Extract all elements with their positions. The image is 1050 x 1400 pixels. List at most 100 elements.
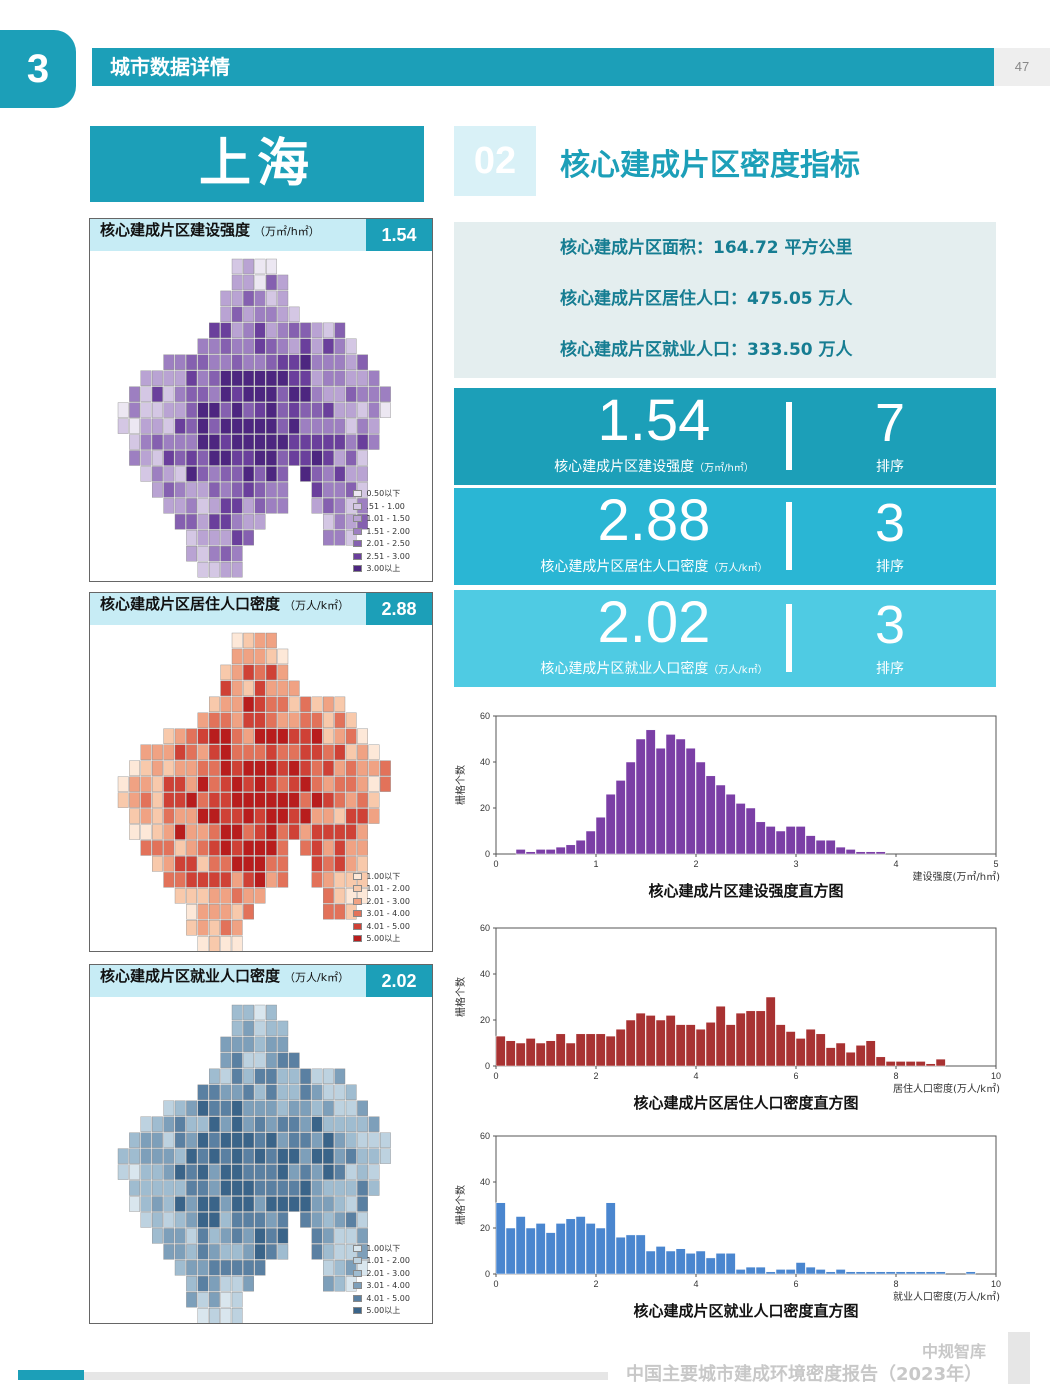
grid-cell [243, 1212, 254, 1228]
grid-cell [334, 1212, 346, 1228]
grid-cell [322, 514, 334, 530]
grid-cell [231, 466, 243, 482]
grid-cell [197, 338, 209, 354]
grid-cell [334, 1148, 346, 1164]
grid-cell [174, 792, 186, 808]
histogram-bar [845, 849, 856, 855]
grid-cell [186, 760, 198, 776]
histogram-bar [645, 1015, 656, 1067]
grid-cell [322, 370, 334, 386]
grid-cell [220, 514, 232, 530]
grid-cell [254, 482, 266, 498]
grid-cell [334, 840, 346, 856]
grid-cell [265, 418, 277, 434]
grid-cell [254, 1052, 266, 1069]
grid-cell [300, 418, 311, 434]
grid-cell [311, 338, 323, 354]
grid-cell [322, 418, 334, 434]
grid-cell [277, 1116, 289, 1132]
grid-cell [174, 1100, 186, 1116]
grid-cell [163, 1100, 175, 1116]
legend-item: 2.51 - 3.00 [353, 550, 410, 563]
grid-cell [220, 1132, 232, 1148]
metric-divider [786, 402, 792, 470]
histogram-bar [775, 1024, 786, 1067]
grid-cell [186, 1212, 198, 1228]
grid-cell [254, 664, 266, 681]
grid-cell [140, 402, 152, 418]
grid-cell [265, 1212, 277, 1228]
grid-cell [186, 840, 198, 856]
histogram-bar [585, 1223, 596, 1275]
histogram-bar [915, 1271, 926, 1275]
legend-swatch [353, 910, 363, 918]
grid-cell [152, 1228, 163, 1244]
grid-cell [186, 1228, 198, 1244]
grid-cell [197, 498, 209, 514]
grid-cell [220, 1036, 232, 1053]
legend-item: 3.01 - 4.00 [353, 1280, 410, 1293]
grid-cell [208, 1308, 220, 1323]
histogram-bar [805, 835, 816, 855]
grid-cell [208, 354, 220, 370]
legend-label: 0.50以下 [366, 489, 401, 499]
section-number-badge: 3 [0, 30, 76, 108]
grid-cell [140, 434, 152, 450]
histogram-bar [705, 775, 716, 855]
grid-cell [129, 808, 141, 824]
grid-cell [288, 776, 300, 792]
grid-cell [288, 1164, 300, 1180]
grid-cell [220, 776, 232, 792]
grid-cell [197, 354, 209, 370]
grid-cell [345, 434, 357, 450]
grid-cell [220, 434, 232, 450]
grid-cell [345, 856, 357, 872]
grid-cell [220, 760, 232, 776]
histogram-bar [815, 839, 826, 855]
grid-cell [231, 808, 243, 824]
grid-cell [186, 466, 198, 482]
grid-cell [368, 808, 380, 824]
grid-cell [186, 1132, 198, 1148]
grid-cell [220, 1180, 232, 1196]
grid-cell [265, 824, 277, 840]
grid-cell [254, 792, 266, 808]
grid-cell [322, 498, 334, 514]
grid-cell [311, 1100, 323, 1116]
chart-title: 核心建成片区居住人口密度直方图 [633, 1094, 858, 1112]
grid-cell [277, 434, 289, 450]
legend-swatch [353, 885, 363, 893]
grid-cell [208, 808, 220, 824]
metric-rank-label: 排序 [876, 459, 904, 475]
grid-cell [300, 386, 311, 402]
grid-cell [186, 728, 198, 744]
grid-cell [220, 824, 232, 840]
grid-cell [311, 792, 323, 808]
grid-cell [265, 1068, 277, 1084]
x-tick-label: 2 [693, 859, 698, 869]
grid-cell [357, 808, 368, 824]
grid-cell [243, 824, 254, 840]
grid-cell [311, 370, 323, 386]
grid-cell [311, 760, 323, 776]
grid-cell [288, 1052, 300, 1069]
grid-cell [220, 712, 232, 728]
grid-cell [288, 744, 300, 760]
grid-cell [265, 792, 277, 808]
grid-cell [334, 450, 346, 466]
grid-cell [311, 1084, 323, 1100]
grid-cell [197, 482, 209, 498]
histogram-bar [665, 734, 676, 855]
grid-cell [231, 1292, 243, 1308]
histogram-bar [755, 1010, 766, 1067]
grid-cell [311, 1196, 323, 1212]
grid-cell [231, 824, 243, 840]
grid-cell [197, 386, 209, 402]
grid-cell [220, 792, 232, 808]
grid-cell [186, 354, 198, 370]
grid-cell [186, 1116, 198, 1132]
grid-cell [254, 712, 266, 728]
y-tick-label: 20 [480, 803, 490, 813]
grid-cell [243, 322, 254, 338]
grid-cell [220, 546, 232, 562]
